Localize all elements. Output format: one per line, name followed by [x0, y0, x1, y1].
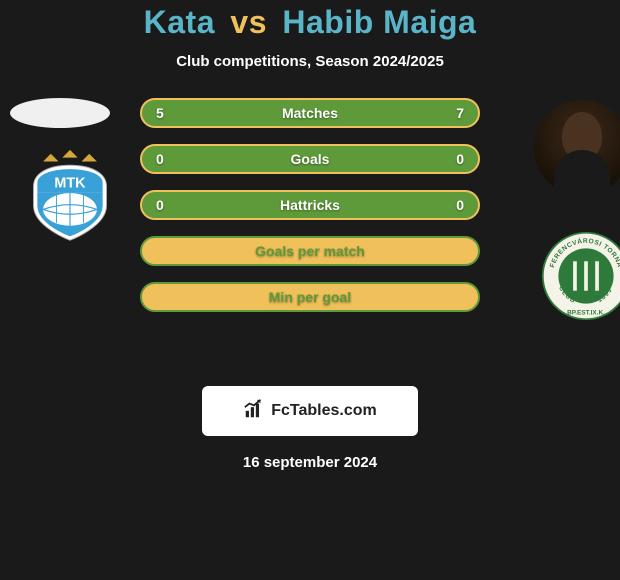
stat-right-value: 0: [444, 197, 464, 213]
vs-text: vs: [230, 4, 267, 40]
player1-avatar: [10, 98, 110, 128]
player1-club-crest: MTK: [22, 148, 118, 244]
stat-label: Goals: [176, 151, 444, 167]
player2-club-crest: FERENCVÁROSI TORNA CLUB 1899 BP.EST.IX.K…: [540, 230, 620, 322]
stat-rows: 5Matches70Goals00Hattricks0Goals per mat…: [140, 98, 480, 328]
stat-label: Matches: [176, 105, 444, 121]
subtitle: Club competitions, Season 2024/2025: [0, 53, 620, 70]
player2-avatar: [534, 100, 620, 196]
comparison-card: Kata vs Habib Maiga Club competitions, S…: [0, 0, 620, 471]
chart-icon: [243, 398, 267, 425]
stat-row: 0Goals0: [140, 144, 480, 174]
stat-left-value: 0: [156, 197, 176, 213]
brand-badge: FcTables.com: [202, 386, 418, 436]
stat-right-value: 7: [444, 105, 464, 121]
stat-left-value: 5: [156, 105, 176, 121]
main-area: MTK: [0, 98, 620, 358]
svg-text:MTK: MTK: [54, 175, 86, 191]
player1-name: Kata: [144, 4, 215, 40]
stat-label: Goals per match: [176, 243, 444, 259]
player2-name: Habib Maiga: [282, 4, 476, 40]
stat-row: Min per goal: [140, 282, 480, 312]
page-title: Kata vs Habib Maiga: [0, 4, 620, 41]
date: 16 september 2024: [0, 454, 620, 471]
svg-text:BP.EST.IX.K.: BP.EST.IX.K.: [567, 310, 605, 317]
stat-label: Min per goal: [176, 289, 444, 305]
brand-text: FcTables.com: [271, 402, 377, 420]
stat-left-value: 0: [156, 151, 176, 167]
stat-row: 0Hattricks0: [140, 190, 480, 220]
stat-right-value: 0: [444, 151, 464, 167]
stat-row: Goals per match: [140, 236, 480, 266]
stat-label: Hattricks: [176, 197, 444, 213]
stat-row: 5Matches7: [140, 98, 480, 128]
